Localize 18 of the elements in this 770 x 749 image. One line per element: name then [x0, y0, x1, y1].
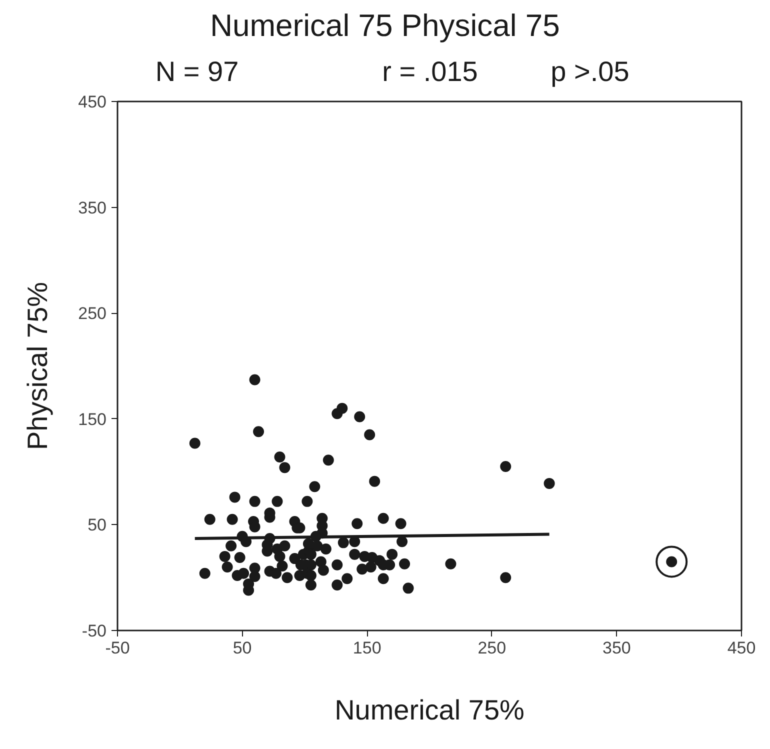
- text: r = .015: [382, 55, 478, 89]
- chart-title: Numerical 75 Physical 75: [210, 7, 560, 45]
- x-tick-label: 50: [232, 638, 252, 658]
- y-tick-label: 50: [88, 516, 107, 535]
- text: p >.05: [550, 55, 630, 89]
- x-axis-title: Numerical 75%: [334, 694, 524, 726]
- y-tick-label: 250: [78, 304, 107, 324]
- x-tick-label: 150: [352, 638, 382, 658]
- y-axis-title: Physical 75%: [22, 282, 54, 450]
- x-tick-label: 250: [478, 638, 506, 658]
- y-tick-label: 350: [78, 198, 107, 218]
- y-tick-label: -50: [82, 622, 107, 640]
- x-tick-label: 450: [727, 638, 756, 658]
- x-tick-label: 350: [602, 638, 631, 658]
- x-tick-label: -50: [105, 638, 130, 658]
- y-tick-label: 150: [78, 410, 107, 429]
- text: N = 97: [155, 55, 239, 89]
- y-tick-label: 450: [78, 92, 107, 112]
